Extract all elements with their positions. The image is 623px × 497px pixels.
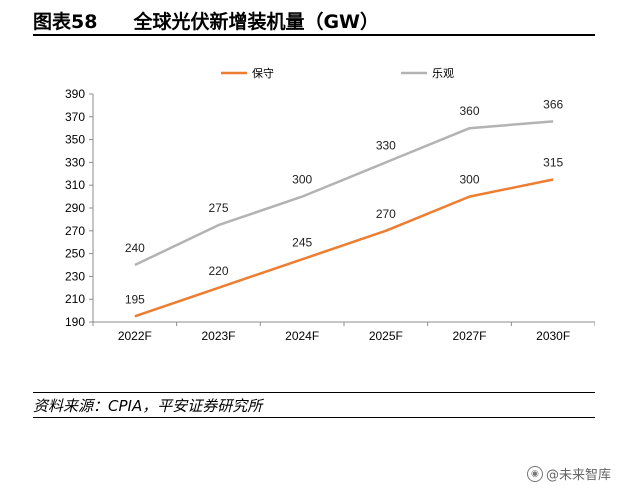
- x-tick-label: 2030F: [536, 329, 570, 343]
- series-line-0: [134, 178, 554, 318]
- data-label: 195: [125, 292, 145, 306]
- data-label: 245: [292, 235, 312, 249]
- y-tick-label: 310: [65, 178, 85, 192]
- x-tick-label: 2022F: [118, 329, 152, 343]
- chart-area: 190 210 230 250 270 290 310 330 350 370 390 2022F 20…: [33, 48, 596, 358]
- y-tick-label: 370: [65, 110, 85, 124]
- y-tick-label: 290: [65, 201, 85, 215]
- data-label: 300: [459, 173, 479, 187]
- data-label: 275: [208, 201, 228, 215]
- data-label: 315: [543, 156, 563, 170]
- x-tick-label: 2027F: [452, 329, 486, 343]
- source-note: 资料来源：CPIA，平安证券研究所: [33, 392, 595, 418]
- y-tick-label: 230: [65, 269, 85, 283]
- figure-number: 图表58: [33, 10, 98, 33]
- y-tick-label: 390: [65, 87, 85, 101]
- y-tick-label: 250: [65, 247, 85, 261]
- y-tick-label: 270: [65, 224, 85, 238]
- y-tick-label: 190: [65, 315, 85, 329]
- data-label: 360: [459, 104, 479, 118]
- series-line-1: [134, 120, 554, 267]
- y-tick-label: 330: [65, 155, 85, 169]
- data-label: 220: [208, 264, 228, 278]
- data-label: 270: [376, 207, 396, 221]
- data-label: 330: [376, 138, 396, 152]
- y-tick-label: 210: [65, 292, 85, 306]
- legend-label: 乐观: [432, 67, 454, 80]
- x-tick-label: 2023F: [201, 329, 235, 343]
- figure-title-bar: 图表58 全球光伏新增装机量（GW）: [33, 6, 595, 36]
- legend-label: 保守: [252, 66, 274, 80]
- data-label: 366: [543, 97, 563, 111]
- y-tick-label: 350: [65, 133, 85, 147]
- data-label: 240: [125, 241, 145, 255]
- watermark-logo-icon: ◉: [526, 465, 543, 482]
- watermark-text: @未来智库: [545, 468, 611, 483]
- data-label: 300: [292, 173, 312, 187]
- line-chart: 190 210 230 250 270 290 310 330 350 370 390 2022F 20…: [65, 66, 596, 343]
- figure-title: 全球光伏新增装机量（GW）: [133, 10, 380, 33]
- x-tick-label: 2025F: [369, 329, 403, 343]
- x-tick-label: 2024F: [285, 329, 319, 343]
- watermark: ◉ @未来智库: [526, 464, 611, 483]
